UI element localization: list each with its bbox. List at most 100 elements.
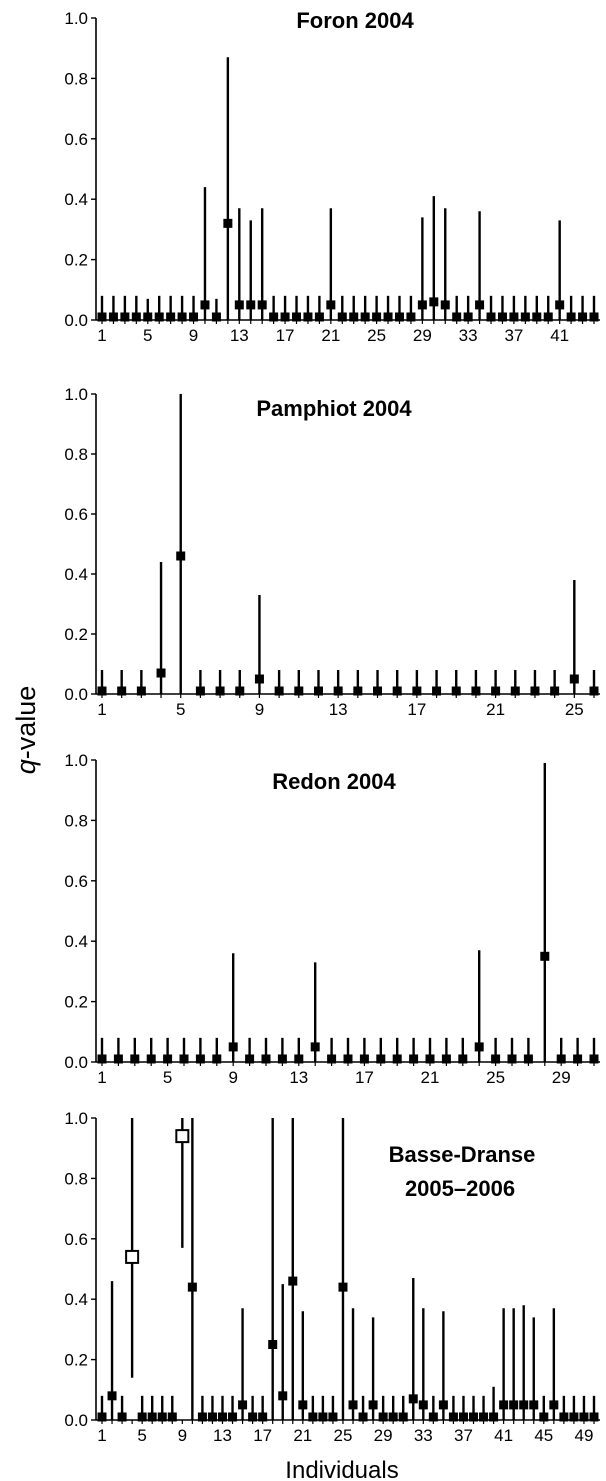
x-tick-label: 5 xyxy=(176,700,185,719)
y-tick-label: 0.8 xyxy=(64,445,88,464)
data-point xyxy=(425,1054,435,1064)
data-point xyxy=(589,1412,599,1422)
x-tick-label: 17 xyxy=(253,1426,272,1445)
x-tick-label: 29 xyxy=(413,326,432,345)
data-point xyxy=(540,951,550,961)
panel-subtitle: 2005–2006 xyxy=(405,1176,515,1201)
data-point xyxy=(338,1282,348,1292)
data-point xyxy=(471,686,481,696)
data-point xyxy=(108,312,118,322)
x-tick-label: 49 xyxy=(574,1426,593,1445)
data-point xyxy=(234,300,244,310)
data-point xyxy=(310,1042,320,1052)
data-point xyxy=(353,686,363,696)
data-point xyxy=(136,686,146,696)
data-point xyxy=(438,1400,448,1410)
data-point xyxy=(314,312,324,322)
data-point xyxy=(228,1042,238,1052)
y-tick-label: 1.0 xyxy=(64,1109,88,1128)
data-point xyxy=(131,312,141,322)
x-tick-label: 17 xyxy=(276,326,295,345)
data-point xyxy=(589,686,599,696)
data-point xyxy=(157,1412,167,1422)
data-point xyxy=(113,1054,123,1064)
data-point xyxy=(448,1412,458,1422)
data-point xyxy=(337,312,347,322)
data-point xyxy=(529,1400,539,1410)
panel-basse-dranse: 0.0 0.2 0.4 0.6 0.8 1.0 1 5 9 13 17 21 25 29 33 37 41 45 4… xyxy=(64,1109,600,1445)
data-point xyxy=(212,1054,222,1064)
y-tick-label: 0.6 xyxy=(64,505,88,524)
data-point xyxy=(292,312,302,322)
data-point xyxy=(398,1412,408,1422)
x-tick-label: 1 xyxy=(97,1426,106,1445)
data-point xyxy=(579,1412,589,1422)
data-point xyxy=(258,1412,268,1422)
data-point xyxy=(559,1412,569,1422)
data-point xyxy=(452,312,462,322)
data-point xyxy=(556,1054,566,1064)
data-point xyxy=(418,1400,428,1410)
x-tick-label: 1 xyxy=(97,326,106,345)
y-tick-label: 0.4 xyxy=(64,190,88,209)
x-tick-label: 25 xyxy=(334,1426,353,1445)
data-point xyxy=(167,1412,177,1422)
data-point xyxy=(394,312,404,322)
panel-redon: 0.0 0.2 0.4 0.6 0.8 1.0 1 5 9 13 17 21 25 29 Redon 200… xyxy=(64,751,600,1087)
x-tick-label: 17 xyxy=(355,1068,374,1087)
data-point xyxy=(246,300,256,310)
data-point xyxy=(195,1054,205,1064)
x-axis-label: Individuals xyxy=(285,1457,398,1481)
data-point xyxy=(491,1054,501,1064)
data-point xyxy=(97,312,107,322)
x-tick-label: 29 xyxy=(552,1068,571,1087)
data-point xyxy=(555,300,565,310)
data-point xyxy=(417,300,427,310)
data-point xyxy=(408,1394,418,1404)
data-point xyxy=(217,1412,227,1422)
data-point xyxy=(238,1400,248,1410)
data-point xyxy=(451,686,461,696)
data-point xyxy=(97,1412,107,1422)
data-point xyxy=(428,1412,438,1422)
data-point xyxy=(383,312,393,322)
data-point xyxy=(358,1412,368,1422)
data-point xyxy=(491,686,501,696)
data-point xyxy=(163,1054,173,1064)
data-point xyxy=(530,686,540,696)
data-point-open xyxy=(175,1129,190,1144)
data-point xyxy=(348,1400,358,1410)
data-point xyxy=(441,1054,451,1064)
panel-pamphiot: 0.0 0.2 0.4 0.6 0.8 1.0 1 5 9 13 17 21 25 Pamphiot 20… xyxy=(64,385,600,719)
data-point xyxy=(479,1412,489,1422)
data-point xyxy=(97,1054,107,1064)
x-tick-label: 5 xyxy=(163,1068,172,1087)
data-point xyxy=(328,1412,338,1422)
x-tick-label: 1 xyxy=(97,700,106,719)
y-tick-label: 0.2 xyxy=(64,625,88,644)
x-tick-label: 5 xyxy=(137,1426,146,1445)
y-tick-label: 0.0 xyxy=(64,1411,88,1430)
data-point xyxy=(549,1400,559,1410)
data-point xyxy=(368,1400,378,1410)
data-point xyxy=(257,300,267,310)
data-point xyxy=(107,1391,117,1401)
x-tick-label: 33 xyxy=(414,1426,433,1445)
data-point xyxy=(195,686,205,696)
data-point xyxy=(197,1412,207,1422)
data-point xyxy=(268,1340,278,1349)
data-point xyxy=(509,312,519,322)
data-point xyxy=(569,1412,579,1422)
y-tick-label: 0.0 xyxy=(64,311,88,330)
data-point xyxy=(176,551,186,561)
y-tick-label: 0.4 xyxy=(64,1290,88,1309)
data-point xyxy=(589,1054,599,1064)
y-tick-label: 1.0 xyxy=(64,751,88,770)
data-point-open xyxy=(125,1249,140,1264)
data-point xyxy=(327,1054,337,1064)
data-point xyxy=(543,312,553,322)
y-tick-label: 0.4 xyxy=(64,565,88,584)
y-tick-label: 0.8 xyxy=(64,69,88,88)
data-point xyxy=(412,686,422,696)
data-point xyxy=(520,312,530,322)
